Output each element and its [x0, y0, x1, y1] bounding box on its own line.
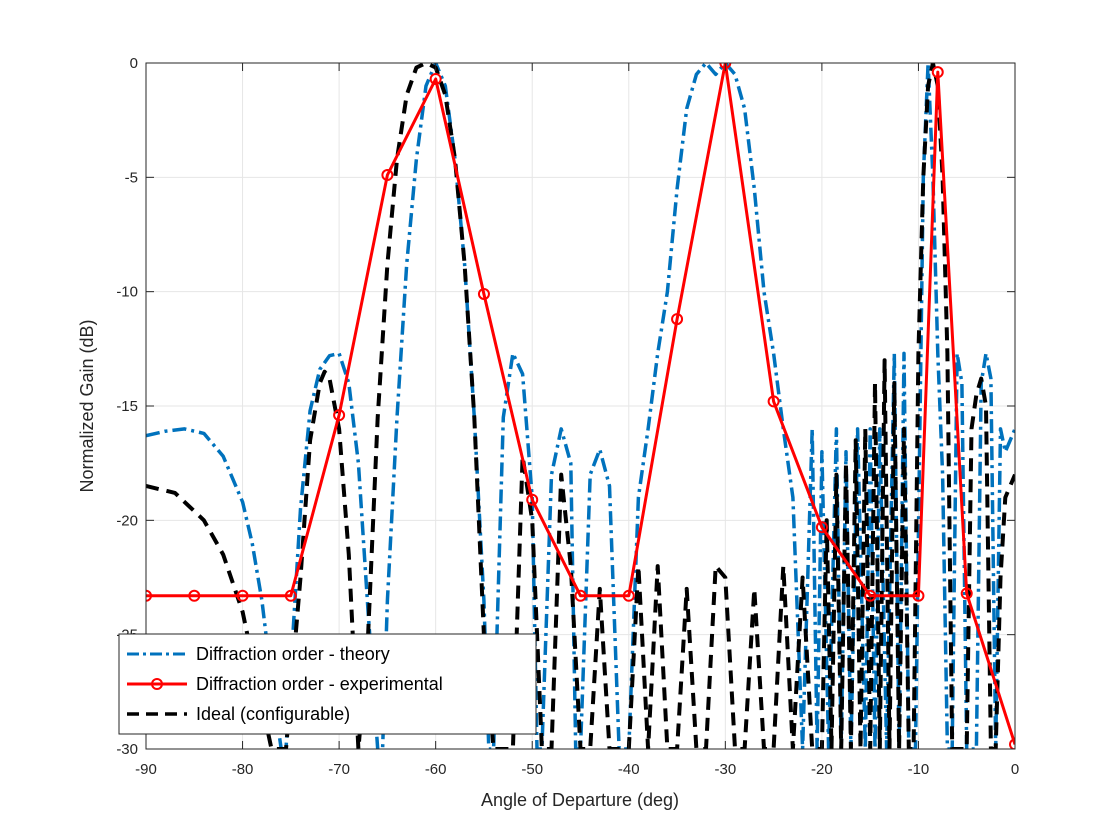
y-tick-label: -20: [116, 512, 138, 529]
x-axis-title: Angle of Departure (deg): [481, 790, 679, 810]
y-tick-label: -10: [116, 284, 138, 301]
legend-marker-experimental: [151, 678, 163, 690]
legend-label-ideal: Ideal (configurable): [196, 704, 350, 724]
data-point: [671, 313, 684, 326]
series-line-2: [146, 63, 1015, 749]
legend-box: [118, 633, 537, 735]
x-tick-label: -60: [425, 761, 447, 778]
data-point: [429, 73, 442, 86]
series-line-1: [146, 63, 1015, 745]
data-point: [284, 589, 297, 602]
data-point: [381, 169, 394, 182]
x-tick-label: 0: [1011, 761, 1019, 778]
y-axis-ticks: 0-5-10-15-20-25-30: [116, 55, 1015, 758]
x-tick-label: -70: [328, 761, 350, 778]
x-tick-label: -40: [618, 761, 640, 778]
data-point: [960, 587, 973, 600]
x-axis-ticks: -90 -80 -70 -60 -50 -40 -30 -20 -10 0: [135, 63, 1019, 778]
x-tick-label: -90: [135, 761, 157, 778]
data-point: [815, 521, 828, 534]
x-tick-label: -20: [811, 761, 833, 778]
data-point: [622, 589, 635, 602]
x-tick-label: -50: [521, 761, 543, 778]
data-point: [188, 589, 201, 602]
x-tick-label: -10: [908, 761, 930, 778]
data-point: [146, 589, 152, 602]
legend-label-experimental: Diffraction order - experimental: [196, 674, 443, 694]
data-point: [767, 395, 780, 408]
data-point: [912, 589, 925, 602]
y-tick-label: -15: [116, 398, 138, 415]
data-point: [574, 589, 587, 602]
data-point: [864, 589, 877, 602]
data-point: [526, 493, 539, 506]
x-tick-label: -30: [714, 761, 736, 778]
x-tick-label: -80: [232, 761, 254, 778]
series-layer: [146, 63, 1015, 749]
data-point: [236, 589, 249, 602]
legend-label-theory: Diffraction order - theory: [196, 644, 390, 664]
data-point: [1009, 738, 1015, 749]
y-axis-title: Normalized Gain (dB): [77, 319, 97, 492]
y-tick-label: -5: [125, 169, 138, 186]
y-tick-label: 0: [130, 55, 138, 72]
legend: Diffraction order - theory Diffraction o…: [118, 633, 537, 735]
data-point: [333, 409, 346, 422]
data-point: [477, 287, 490, 300]
y-tick-label: -30: [116, 741, 138, 758]
data-point: [931, 66, 944, 79]
